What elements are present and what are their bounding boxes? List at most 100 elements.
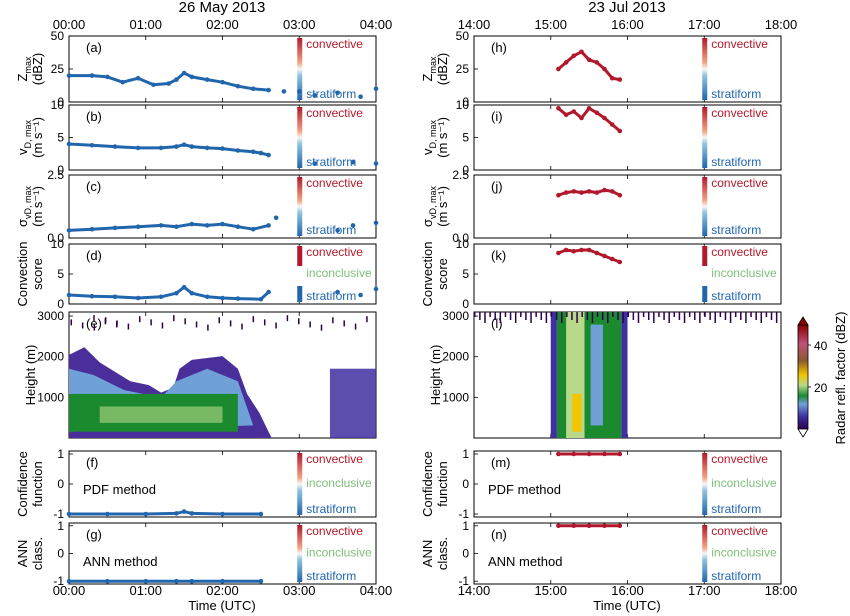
legend-text-stratiform: stratiform — [306, 569, 356, 583]
series-line — [67, 510, 263, 516]
data-point — [312, 161, 317, 166]
heatmap-speck — [653, 312, 655, 323]
y-axis-unit: (m s⁻¹) — [30, 186, 45, 227]
heatmap-speck — [263, 319, 266, 326]
data-point — [586, 523, 592, 529]
heatmap-speck — [734, 312, 737, 317]
legend-text-stratiform: stratiform — [711, 569, 761, 583]
y-axis-unit: function — [30, 461, 45, 507]
data-point — [151, 82, 156, 88]
data-point — [220, 221, 225, 227]
heatmap-speck — [770, 312, 773, 320]
y-tick-label: 0 — [57, 477, 64, 491]
heatmap-speck — [525, 312, 527, 320]
data-point — [602, 66, 607, 72]
heatmap-speck — [714, 312, 716, 323]
panel-g: -1 0 1 ANN class. (g) ANN method inconclusive co… — [15, 519, 377, 588]
panel-m: -1 0 1 Confidence function (m) PDF method incon… — [420, 447, 782, 521]
data-point — [617, 451, 623, 457]
data-point — [174, 77, 179, 82]
bottom-x-tick-1: 01:00 — [129, 583, 162, 598]
data-point — [350, 223, 356, 228]
heatmap-speck — [93, 315, 95, 322]
data-point — [66, 292, 72, 298]
data-point — [556, 192, 561, 198]
panel-d: 0 5 10 Convection score (d) inconclusive convec… — [15, 237, 379, 311]
y-tick-label: 5 — [57, 131, 64, 145]
heatmap-speck — [195, 321, 198, 328]
panel-j: 0.0 2.5 σvD, max(m s⁻¹) (j) convective strati… — [420, 168, 782, 245]
panel-h: 0 25 50 Zmax(dBZ) (h) convective stratiform — [420, 29, 782, 109]
heatmap-speck — [775, 312, 778, 323]
data-point — [602, 523, 607, 529]
panel-letter: (n) — [491, 527, 507, 542]
data-point — [358, 94, 363, 99]
data-point — [174, 224, 179, 229]
panel-e: 1000 2000 3000 Height (m) (e) — [23, 309, 377, 439]
top-x-tick-labels-right: 14:00 15:00 16:00 17:00 18:00 — [458, 17, 798, 32]
heatmap-speck — [612, 312, 614, 317]
heatmap-speck — [127, 323, 130, 330]
y-axis-label: Convection — [420, 241, 435, 306]
y-tick-label: 3000 — [442, 309, 469, 323]
legend-text-stratiform: stratiform — [711, 502, 761, 516]
y-axis-unit: (dBZ) — [30, 53, 45, 86]
data-point — [273, 215, 279, 221]
data-point — [571, 451, 577, 457]
y-tick-label: 50 — [456, 29, 470, 43]
data-point — [105, 74, 110, 80]
data-point — [556, 106, 561, 111]
data-point — [571, 523, 577, 529]
bottom-x-tick-labels-right: 14:00 15:00 16:00 17:00 18:00 — [458, 583, 798, 598]
bottom-x-tick-1: 15:00 — [534, 583, 567, 598]
data-point — [571, 248, 577, 254]
data-point — [235, 224, 241, 229]
heatmap-speck — [576, 312, 578, 323]
legend-text-inconclusive: inconclusive — [306, 546, 372, 560]
y-tick-label: 2.5 — [47, 168, 64, 182]
y-axis-label: Zmax — [420, 56, 438, 81]
data-point — [609, 189, 615, 194]
colorbar-bottom-triangle — [797, 428, 809, 438]
method-label: PDF method — [83, 482, 156, 497]
y-tick-label: 0 — [57, 95, 64, 109]
heatmap-speck — [760, 312, 763, 323]
y-tick-label: 10 — [456, 98, 470, 112]
data-point — [220, 578, 225, 584]
data-point — [112, 225, 118, 231]
data-point — [235, 83, 241, 89]
colorbar-top-triangle — [797, 316, 809, 326]
data-point — [563, 112, 569, 118]
y-tick-label: 50 — [51, 29, 65, 43]
heatmap-speck — [499, 312, 502, 323]
panel-letter: (b) — [86, 109, 102, 124]
legend-text-stratiform: stratiform — [306, 289, 356, 303]
y-tick-label: -1 — [53, 507, 64, 521]
data-point — [189, 221, 195, 227]
heatmap-speck — [93, 324, 96, 331]
y-axis-label: σvD, max — [15, 185, 33, 227]
heatmap-speck — [81, 322, 84, 329]
top-x-tick-1: 01:00 — [129, 17, 162, 32]
heatmap-core-2 — [572, 393, 582, 432]
heatmap-speck — [332, 317, 334, 324]
heatmap-speck — [207, 324, 209, 331]
data-point — [220, 146, 225, 151]
colorbar: 40 20 Radar refl. factor (dBZ) — [797, 312, 848, 444]
data-point — [373, 286, 379, 292]
y-axis-label: ANN — [15, 540, 30, 567]
top-x-tick-labels-left: 00:00 01:00 02:00 03:00 04:00 — [53, 17, 393, 32]
data-point — [258, 150, 264, 156]
y-tick-label: 0.0 — [47, 231, 64, 245]
heatmap-speck — [218, 317, 221, 324]
heatmap-speck — [509, 312, 512, 320]
y-axis-label: vD, max — [15, 120, 33, 156]
data-point — [594, 190, 600, 195]
data-point — [594, 110, 600, 116]
heatmap-speck — [601, 312, 604, 320]
data-point — [556, 523, 561, 529]
data-point — [135, 75, 141, 81]
y-tick-label: 0 — [462, 297, 469, 311]
heatmap-speck — [663, 312, 665, 320]
